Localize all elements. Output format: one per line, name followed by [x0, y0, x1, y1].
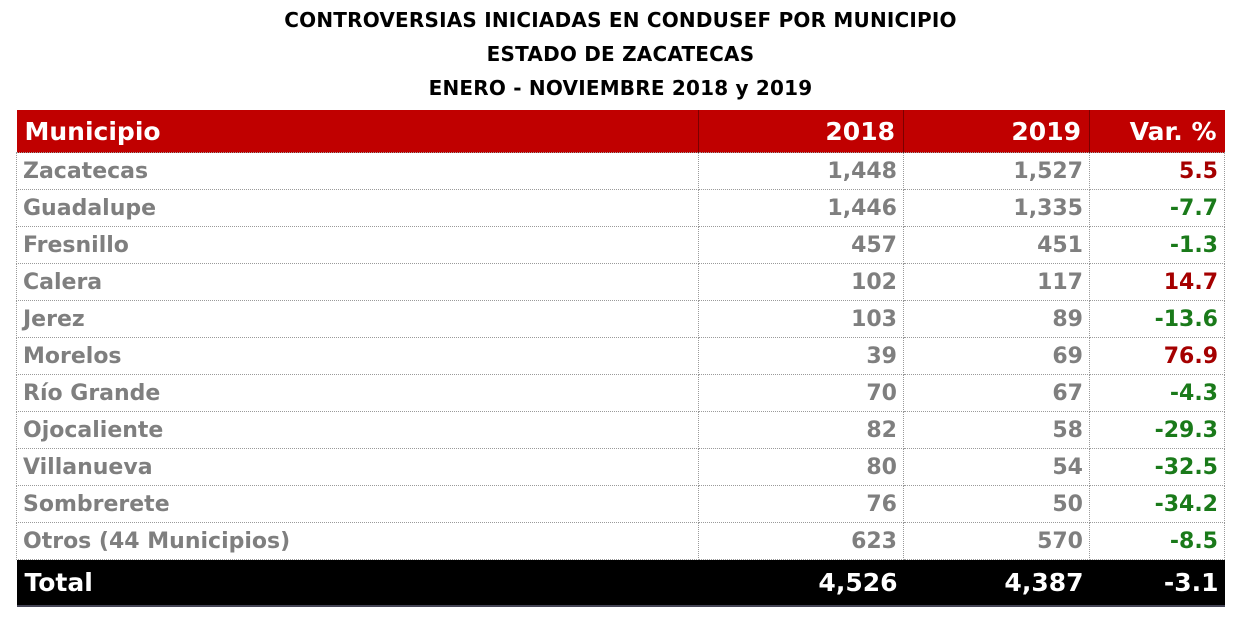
header-2018: 2018	[698, 110, 904, 153]
header-var: Var. %	[1089, 110, 1225, 153]
municipio-cell: Otros (44 Municipios)	[16, 522, 699, 560]
value-2018-cell: 1,448	[698, 152, 904, 190]
value-2019-cell: 58	[903, 411, 1090, 449]
header-municipio: Municipio	[16, 110, 699, 153]
title-line-1: CONTROVERSIAS INICIADAS EN CONDUSEF POR …	[284, 8, 957, 32]
municipio-cell: Villanueva	[16, 448, 699, 486]
value-2018-cell: 623	[698, 522, 904, 560]
value-2018-cell: 1,446	[698, 189, 904, 227]
value-2019-cell: 1,335	[903, 189, 1090, 227]
value-2019-cell: 451	[903, 226, 1090, 264]
table-row: Otros (44 Municipios) 623 570 -8.5	[16, 522, 1225, 560]
municipio-cell: Zacatecas	[16, 152, 699, 190]
header-2019: 2019	[903, 110, 1090, 153]
value-2018-cell: 39	[698, 337, 904, 375]
value-2019-cell: 117	[903, 263, 1090, 301]
value-2019-cell: 50	[903, 485, 1090, 523]
variation-cell: -32.5	[1089, 448, 1225, 486]
value-2018-cell: 76	[698, 485, 904, 523]
municipio-cell: Fresnillo	[16, 226, 699, 264]
variation-cell: -13.6	[1089, 300, 1225, 338]
municipio-cell: Calera	[16, 263, 699, 301]
value-2018-cell: 102	[698, 263, 904, 301]
variation-cell: -29.3	[1089, 411, 1225, 449]
total-row: Total 4,526 4,387 -3.1	[16, 559, 1225, 607]
table-row: Guadalupe 1,446 1,335 -7.7	[16, 189, 1225, 227]
table-row: Sombrerete 76 50 -34.2	[16, 485, 1225, 523]
table-row: Calera 102 117 14.7	[16, 263, 1225, 301]
value-2018-cell: 103	[698, 300, 904, 338]
value-2019-cell: 570	[903, 522, 1090, 560]
municipio-cell: Jerez	[16, 300, 699, 338]
title-line-2: ESTADO DE ZACATECAS	[486, 42, 755, 66]
table-row: Morelos 39 69 76.9	[16, 337, 1225, 375]
table-row: Villanueva 80 54 -32.5	[16, 448, 1225, 486]
total-variation-cell: -3.1	[1089, 559, 1225, 607]
variation-cell: -1.3	[1089, 226, 1225, 264]
value-2019-cell: 1,527	[903, 152, 1090, 190]
municipio-table: Municipio 2018 2019 Var. % Zacatecas 1,44…	[16, 110, 1225, 607]
value-2019-cell: 69	[903, 337, 1090, 375]
title-line-3: ENERO - NOVIEMBRE 2018 y 2019	[428, 76, 813, 100]
variation-cell: -4.3	[1089, 374, 1225, 412]
table-row: Ojocaliente 82 58 -29.3	[16, 411, 1225, 449]
value-2018-cell: 82	[698, 411, 904, 449]
table-row: Río Grande 70 67 -4.3	[16, 374, 1225, 412]
table-row: Fresnillo 457 451 -1.3	[16, 226, 1225, 264]
value-2019-cell: 54	[903, 448, 1090, 486]
value-2018-cell: 70	[698, 374, 904, 412]
variation-cell: -7.7	[1089, 189, 1225, 227]
value-2018-cell: 457	[698, 226, 904, 264]
municipio-cell: Río Grande	[16, 374, 699, 412]
total-value-2019-cell: 4,387	[903, 559, 1090, 607]
municipio-cell: Morelos	[16, 337, 699, 375]
value-2019-cell: 67	[903, 374, 1090, 412]
municipio-cell: Sombrerete	[16, 485, 699, 523]
total-value-2018-cell: 4,526	[698, 559, 904, 607]
variation-cell: 5.5	[1089, 152, 1225, 190]
total-municipio-cell: Total	[16, 559, 699, 607]
table-row: Jerez 103 89 -13.6	[16, 300, 1225, 338]
municipio-cell: Guadalupe	[16, 189, 699, 227]
header-row: Municipio 2018 2019 Var. %	[16, 110, 1225, 153]
variation-cell: -8.5	[1089, 522, 1225, 560]
variation-cell: 76.9	[1089, 337, 1225, 375]
municipio-cell: Ojocaliente	[16, 411, 699, 449]
variation-cell: -34.2	[1089, 485, 1225, 523]
table-row: Zacatecas 1,448 1,527 5.5	[16, 152, 1225, 190]
variation-cell: 14.7	[1089, 263, 1225, 301]
value-2018-cell: 80	[698, 448, 904, 486]
value-2019-cell: 89	[903, 300, 1090, 338]
